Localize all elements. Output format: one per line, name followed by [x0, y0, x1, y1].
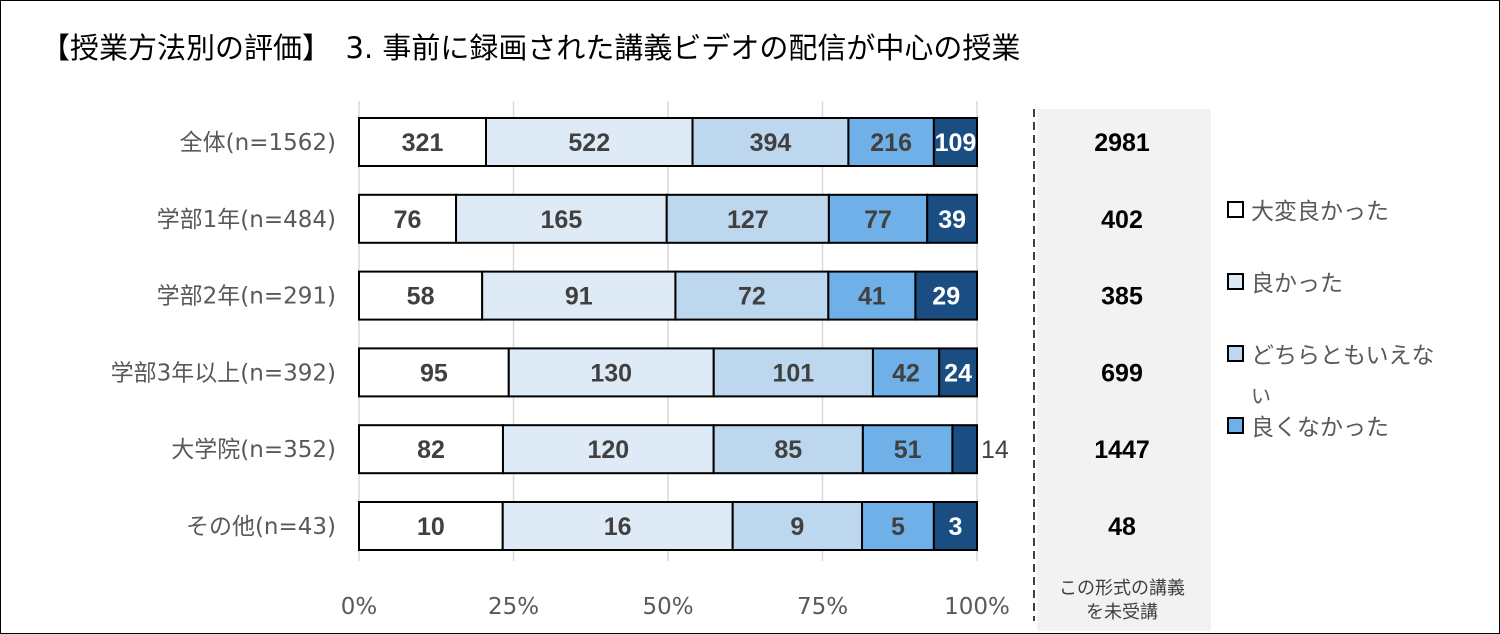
bar-segment: [951, 424, 979, 475]
data-label: 127: [727, 206, 769, 234]
legend-label: 良くなかった: [1251, 415, 1389, 441]
data-label: 95: [420, 359, 448, 387]
data-label: 522: [568, 129, 610, 157]
legend-label: 大変良かった: [1251, 199, 1389, 225]
data-label: 109: [935, 129, 977, 157]
bar-segment: [861, 501, 935, 551]
data-label: 216: [870, 129, 912, 157]
data-label: 58: [407, 283, 435, 311]
category-label: 学部2年(n=291): [157, 284, 336, 310]
not-attended-value: 1447: [1094, 436, 1150, 464]
chart-title: 【授業方法別の評価】 3. 事前に録画された講義ビデオの配信が中心の授業: [41, 31, 1021, 65]
bar-segment: [481, 270, 677, 321]
legend-label: 良かった: [1251, 271, 1343, 297]
bar-segment: [926, 193, 978, 244]
bar-segment: [861, 424, 954, 475]
data-label: 5: [891, 513, 905, 541]
data-label: 130: [590, 359, 632, 387]
bar-segment: [731, 501, 864, 551]
not-attended-value: 699: [1101, 359, 1143, 387]
data-label: 76: [394, 206, 422, 234]
data-label: 91: [565, 283, 593, 311]
x-tick-label: 0%: [341, 594, 378, 620]
bar-segment: [665, 193, 830, 244]
bar-segment: [358, 501, 504, 551]
bar-segment: [932, 501, 979, 551]
bar-segment: [932, 117, 978, 167]
data-label: 51: [894, 436, 922, 464]
category-label: その他(n=43): [186, 514, 336, 540]
not-attended-panel: [1037, 109, 1211, 631]
legend-label: どちらともいえな: [1251, 343, 1435, 369]
data-label: 165: [541, 206, 583, 234]
legend-label-wrap: い: [1251, 384, 1271, 408]
category-label: 大学院(n=352): [171, 437, 336, 463]
data-label: 24: [944, 359, 972, 387]
x-tick-label: 25%: [488, 594, 539, 620]
bar-segment: [358, 424, 504, 475]
category-label: 全体(n=1562): [180, 130, 336, 156]
x-tick-label: 75%: [797, 594, 848, 620]
bar-segment: [712, 424, 864, 475]
data-label: 9: [790, 513, 804, 541]
data-label: 82: [417, 436, 445, 464]
data-label: 14: [981, 436, 1009, 464]
bar-segment: [871, 347, 941, 398]
bar-segment: [914, 270, 978, 321]
data-label: 85: [774, 436, 802, 464]
bar-segment: [485, 117, 694, 167]
not-attended-value: 48: [1108, 513, 1136, 541]
legend-swatch: [1227, 345, 1244, 362]
bar-segment: [674, 270, 830, 321]
bar-segment: [847, 117, 935, 167]
data-label: 321: [402, 129, 444, 157]
data-label: 16: [604, 513, 632, 541]
category-label: 学部1年(n=484): [157, 207, 336, 233]
data-label: 394: [750, 129, 792, 157]
bar-segment: [938, 347, 979, 398]
not-attended-header: を未受講: [1086, 602, 1158, 623]
data-label: 41: [858, 283, 886, 311]
data-label: 42: [892, 359, 920, 387]
bar-segment: [358, 347, 510, 398]
data-label: 72: [738, 283, 766, 311]
legend-swatch: [1227, 417, 1244, 434]
category-label: 学部3年以上(n=392): [111, 360, 336, 386]
legend-swatch: [1227, 201, 1244, 218]
data-label: 120: [587, 436, 629, 464]
data-label: 10: [417, 513, 445, 541]
x-tick-label: 100%: [944, 594, 1010, 620]
bar-segment: [691, 117, 850, 167]
bar-segment: [501, 424, 715, 475]
data-label: 29: [932, 283, 960, 311]
data-label: 3: [948, 513, 962, 541]
bar-segment: [712, 347, 874, 398]
not-attended-header: この形式の講義: [1059, 578, 1185, 599]
data-label: 39: [938, 206, 966, 234]
legend-swatch: [1227, 273, 1244, 290]
not-attended-value: 2981: [1094, 129, 1150, 157]
bar-segment: [358, 117, 488, 167]
not-attended-value: 402: [1101, 206, 1143, 234]
data-label: 101: [772, 359, 814, 387]
not-attended-value: 385: [1101, 283, 1143, 311]
data-label: 77: [864, 206, 892, 234]
x-tick-label: 50%: [642, 594, 693, 620]
